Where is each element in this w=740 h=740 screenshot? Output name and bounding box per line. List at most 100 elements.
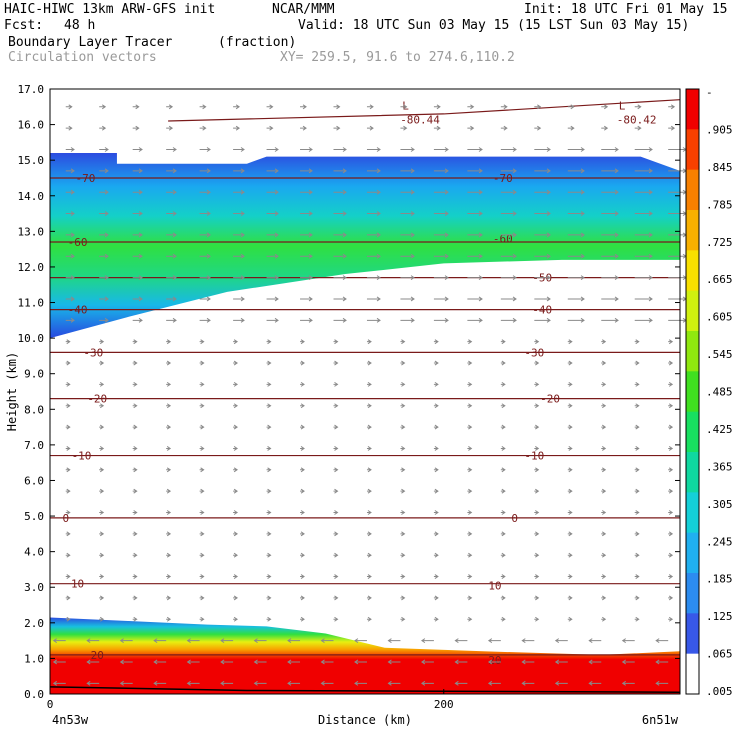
fcst-label: Fcst: [4, 18, 44, 33]
wind-vector [300, 360, 305, 366]
wind-vector [132, 574, 138, 579]
wind-vector [567, 104, 575, 110]
wind-vector [467, 446, 473, 451]
wind-vector [199, 296, 211, 302]
wind-vector [400, 510, 406, 515]
wind-vector [400, 232, 415, 238]
wind-vector [99, 253, 109, 259]
wind-vector [199, 125, 207, 131]
wind-vector [132, 189, 143, 195]
y-tick-label: 10.0 [18, 332, 45, 345]
wind-vector [567, 253, 585, 259]
y-tick-label: 13.0 [18, 225, 45, 238]
wind-vector [400, 296, 415, 302]
terrain-line [49, 686, 681, 693]
wind-vector [199, 467, 205, 473]
wind-vector [601, 275, 619, 281]
wind-vector [567, 189, 585, 195]
wind-vector [132, 211, 143, 216]
wind-vector [588, 638, 602, 644]
wind-vector [467, 211, 483, 216]
wind-vector [99, 595, 105, 601]
wind-vector [266, 317, 279, 323]
wind-vector [500, 552, 506, 558]
wind-vector [400, 381, 406, 387]
wind-vector [500, 488, 506, 494]
wind-vector [500, 424, 506, 430]
contour-label: -60 [493, 232, 513, 245]
wind-vector [400, 211, 415, 216]
colorbar-swatch [686, 492, 699, 534]
wind-vector [500, 275, 517, 281]
wind-vector [567, 339, 573, 345]
wind-vector [668, 424, 674, 430]
wind-vector [333, 275, 347, 281]
wind-vector [266, 467, 272, 473]
wind-vector [266, 189, 279, 195]
wind-vector [65, 381, 71, 387]
wind-vector [500, 510, 506, 515]
wind-vector [400, 360, 406, 366]
wind-vector [233, 531, 238, 537]
wind-vector [601, 317, 619, 323]
wind-vector [534, 381, 540, 387]
wind-vector [400, 574, 406, 579]
wind-vector [554, 659, 568, 665]
wind-vector [266, 595, 272, 601]
wind-vector [199, 574, 205, 579]
wind-vector [320, 659, 334, 665]
colorbar-label: .425 [706, 423, 733, 436]
wind-vector [233, 510, 238, 515]
wind-vector [300, 467, 305, 473]
wind-vector [266, 424, 272, 430]
wind-vector [119, 638, 133, 644]
wind-vector [266, 552, 272, 558]
wind-vector [400, 424, 406, 430]
y-tick-label: 5.0 [24, 510, 44, 523]
wind-vector [534, 531, 540, 537]
wind-vector [199, 381, 205, 387]
wind-vector [567, 125, 575, 131]
wind-vector [266, 275, 279, 281]
wind-vector [220, 638, 234, 644]
wind-vector [400, 125, 408, 131]
wind-vector [300, 403, 305, 409]
wind-vector [567, 552, 573, 558]
wind-vector [132, 552, 138, 558]
wind-vector [567, 168, 585, 174]
circulation-vectors [49, 104, 687, 693]
wind-vector [153, 659, 167, 665]
wind-vector [534, 488, 540, 494]
wind-vector [433, 467, 439, 473]
wind-vector [534, 232, 551, 238]
wind-vector [65, 574, 71, 579]
wind-vector [65, 595, 71, 601]
wind-vector [166, 296, 177, 302]
wind-vector [500, 125, 508, 131]
wind-vector [668, 446, 674, 451]
wind-vector [433, 403, 439, 409]
contour-label: 0 [62, 512, 69, 525]
wind-vector [601, 488, 607, 494]
wind-vector [166, 424, 172, 430]
contour-label: 0 [511, 512, 518, 525]
wind-vector [166, 403, 172, 409]
wind-vector [567, 317, 585, 323]
wind-vector [99, 381, 105, 387]
wind-vector [300, 446, 305, 451]
wind-vector [500, 211, 517, 216]
colorbar-label: .905 [706, 123, 733, 136]
wind-vector [99, 446, 105, 451]
x-tick-label: 200 [434, 698, 454, 711]
wind-vector [534, 253, 551, 259]
wind-vector [601, 125, 609, 131]
wind-vector [52, 659, 66, 665]
wind-vector [634, 211, 653, 216]
wind-vector [333, 232, 347, 238]
wind-vector [433, 360, 439, 366]
wind-vector [433, 296, 449, 302]
wind-vector [199, 147, 211, 152]
wind-vector [500, 232, 517, 238]
wind-vector [400, 403, 406, 409]
wind-vector [621, 638, 635, 644]
